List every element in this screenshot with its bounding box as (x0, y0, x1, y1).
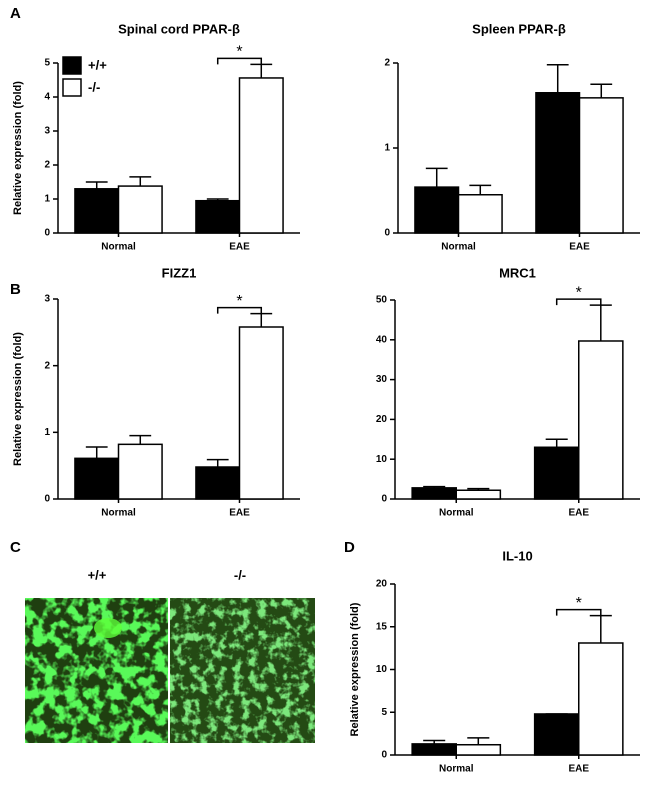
y-tick-label: 40 (376, 334, 388, 345)
micrograph-label: +/+ (88, 567, 107, 582)
bar (238, 326, 284, 500)
legend-swatch (62, 78, 82, 97)
significance-bracket (555, 298, 602, 306)
bar (455, 489, 502, 500)
bar (533, 713, 580, 756)
y-tick-label: 20 (376, 414, 388, 425)
y-tick-label: 0 (44, 494, 50, 505)
y-tick-label: 30 (376, 374, 388, 385)
bar (195, 466, 241, 500)
x-tick-label: Normal (441, 242, 476, 253)
bar (533, 446, 580, 500)
x-tick-label: EAE (229, 508, 250, 519)
bar (195, 199, 241, 234)
legend-swatch (62, 56, 82, 75)
micrograph (170, 598, 315, 743)
y-tick-label: 0 (381, 494, 387, 505)
y-tick-label: 0 (384, 228, 390, 239)
x-tick-label: EAE (568, 764, 589, 775)
y-tick-label: 0 (44, 228, 50, 239)
bar (74, 457, 120, 500)
y-tick-label: 1 (44, 194, 50, 205)
chart-title: Spleen PPAR-β (472, 21, 566, 36)
legend-label: +/+ (88, 57, 107, 72)
y-tick-label: 1 (384, 143, 390, 154)
y-tick-label: 2 (384, 58, 390, 69)
bar (238, 77, 284, 234)
x-tick-label: Normal (101, 508, 136, 519)
x-tick-label: EAE (229, 242, 250, 253)
chart-title: IL-10 (502, 548, 532, 563)
y-axis-label: Relative expression (fold) (349, 602, 361, 736)
x-tick-label: Normal (439, 508, 474, 519)
x-tick-label: Normal (101, 242, 136, 253)
significance-bracket (555, 608, 602, 616)
legend-label: -/- (88, 79, 100, 94)
micrograph (25, 598, 168, 743)
y-tick-label: 20 (376, 579, 388, 590)
significance-star: * (236, 293, 242, 310)
y-tick-label: 50 (376, 295, 388, 306)
y-tick-label: 0 (381, 750, 387, 761)
y-tick-label: 3 (44, 294, 50, 305)
chart-title: FIZZ1 (162, 265, 197, 280)
y-tick-label: 10 (376, 664, 388, 675)
significance-star: * (576, 595, 582, 612)
significance-bracket (216, 306, 263, 314)
y-tick-label: 5 (381, 707, 387, 718)
bar (578, 642, 624, 756)
bar (578, 97, 624, 234)
y-tick-label: 2 (44, 360, 50, 371)
chart-title: Spinal cord PPAR-β (118, 21, 240, 36)
bar (74, 188, 120, 234)
chart-title: MRC1 (499, 265, 536, 280)
bar (455, 743, 502, 756)
y-tick-label: 1 (44, 427, 50, 438)
bar (457, 194, 503, 234)
y-tick-label: 4 (44, 92, 50, 103)
micrograph-label: -/- (234, 567, 246, 582)
significance-star: * (236, 44, 242, 61)
panel-label: C (10, 539, 21, 556)
x-tick-label: Normal (439, 764, 474, 775)
y-axis-label: Relative expression (fold) (12, 81, 24, 215)
bar (578, 340, 624, 500)
y-tick-label: 10 (376, 454, 388, 465)
bar (117, 185, 163, 234)
significance-star: * (576, 284, 582, 301)
y-tick-label: 2 (44, 160, 50, 171)
y-tick-label: 3 (44, 126, 50, 137)
y-axis-label: Relative expression (fold) (12, 332, 24, 466)
bar (535, 92, 581, 234)
x-tick-label: EAE (569, 242, 590, 253)
bar (117, 443, 163, 500)
y-tick-label: 5 (44, 58, 50, 69)
panel-label: B (10, 281, 21, 298)
significance-bracket (216, 57, 263, 65)
panel-label: A (10, 5, 21, 22)
bar (414, 186, 460, 234)
bar (411, 743, 457, 756)
panel-label: D (344, 539, 355, 556)
bar (411, 487, 457, 500)
x-tick-label: EAE (568, 508, 589, 519)
y-tick-label: 15 (376, 621, 388, 632)
